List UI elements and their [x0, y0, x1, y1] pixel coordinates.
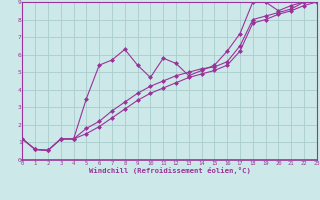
X-axis label: Windchill (Refroidissement éolien,°C): Windchill (Refroidissement éolien,°C)	[89, 167, 251, 174]
